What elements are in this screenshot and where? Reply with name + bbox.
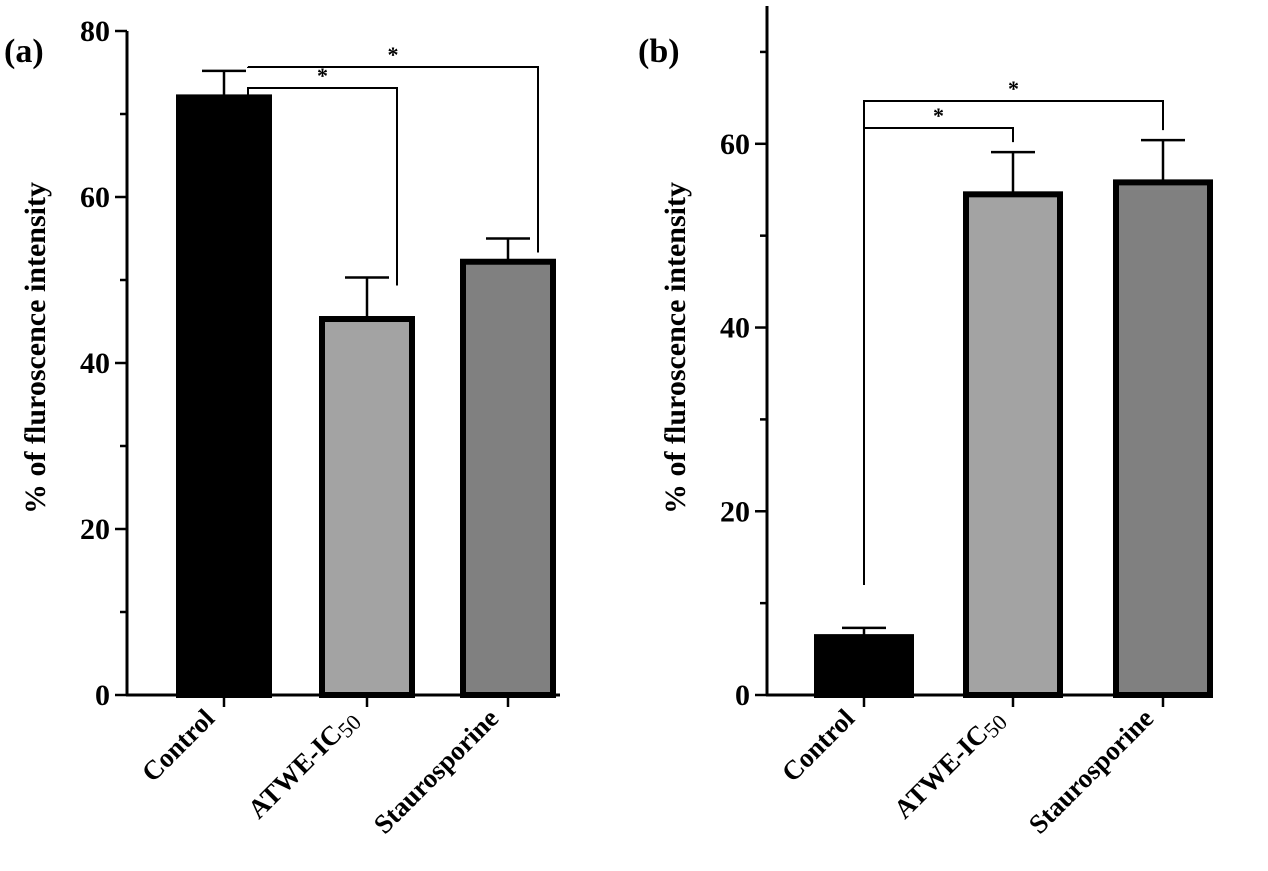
significance-bracket xyxy=(863,100,1164,585)
category-subscript: 50 xyxy=(333,709,366,742)
significance-bracket xyxy=(247,66,539,253)
y-axis-title: % of fluroscence intensity xyxy=(659,182,692,514)
y-tick-label: 40 xyxy=(80,347,110,380)
y-axis-title: % of fluroscence intensity xyxy=(19,182,52,514)
category-label: Control xyxy=(776,703,861,788)
significance-star: * xyxy=(317,63,328,88)
significance-star: * xyxy=(388,42,399,67)
bar-atwe-ic xyxy=(319,316,415,698)
y-tick-label: 0 xyxy=(95,679,110,712)
y-tick-label: 20 xyxy=(80,513,110,546)
y-tick-label: 0 xyxy=(735,679,750,712)
bar-control xyxy=(814,634,914,699)
y-tick-label: 40 xyxy=(720,312,750,345)
y-tick-label: 20 xyxy=(720,495,750,528)
significance-bracket xyxy=(247,87,398,286)
category-label: ATWE-IC50 xyxy=(242,703,366,827)
category-label: Staurosporine xyxy=(1023,703,1160,840)
panel-b: 0 20 40 60 Control ATWE-IC50 Staurosporine % of… xyxy=(638,6,1213,840)
bar-staurosporine xyxy=(460,258,556,698)
panel-label: (a) xyxy=(4,33,44,70)
bar-control xyxy=(176,94,272,698)
category-label: Control xyxy=(136,703,221,788)
bar-atwe-ic xyxy=(963,191,1063,698)
panel-a: 0 20 40 60 80 Control ATWE-IC50 Staurosporine % … xyxy=(4,15,560,840)
significance-star: * xyxy=(1008,76,1019,101)
bar-staurosporine xyxy=(1113,179,1213,699)
y-tick-label: 80 xyxy=(80,15,110,48)
panel-label: (b) xyxy=(638,33,680,70)
category-subscript: 50 xyxy=(979,709,1012,742)
category-label: ATWE-IC50 xyxy=(888,703,1012,827)
category-label: Staurosporine xyxy=(368,703,505,840)
y-tick-label: 60 xyxy=(80,181,110,214)
significance-star: * xyxy=(933,103,944,128)
y-tick-label: 60 xyxy=(720,128,750,161)
